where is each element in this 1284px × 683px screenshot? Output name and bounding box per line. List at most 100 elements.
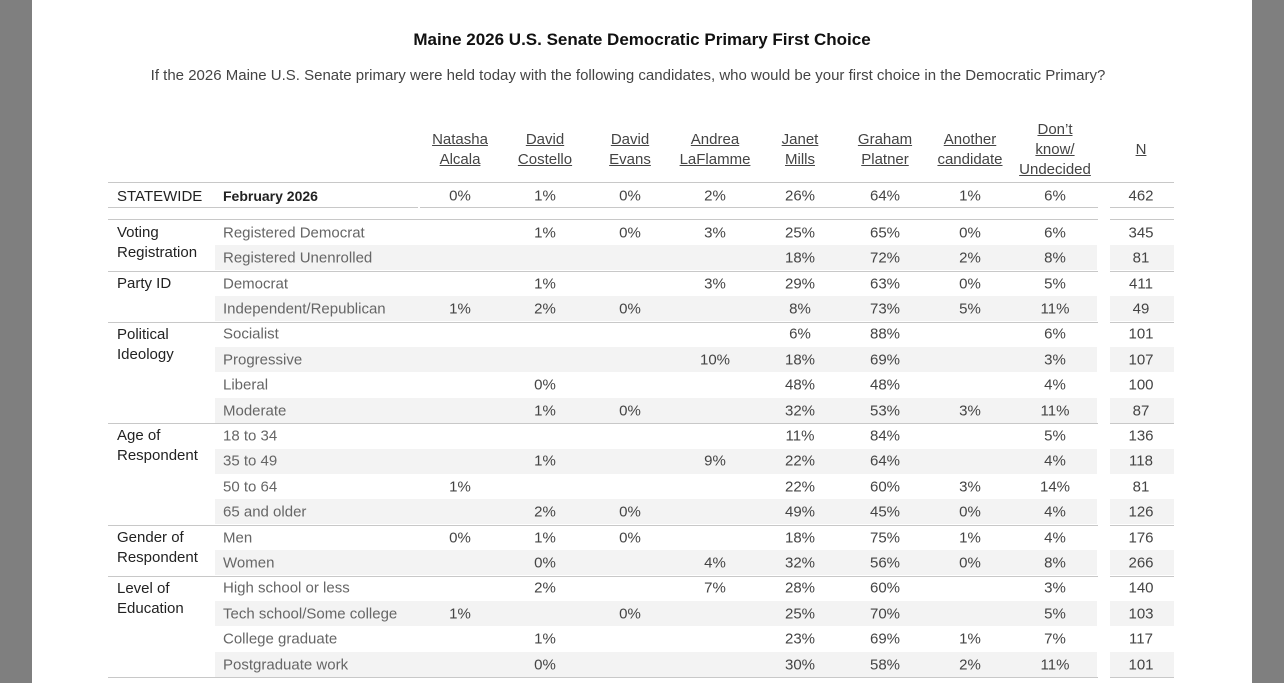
row-shade <box>1110 296 1174 322</box>
cell: 3% <box>704 275 726 292</box>
cell: 1% <box>534 224 556 242</box>
cell: 140 <box>1128 579 1154 597</box>
cell: 53% <box>869 402 901 419</box>
cell: 4% <box>1044 452 1066 470</box>
cell: 1% <box>534 187 556 205</box>
header-line: Alcala <box>439 151 481 168</box>
cell: 6% <box>1044 325 1066 343</box>
column-header: Andrea LaFlamme <box>680 130 751 170</box>
cell: 101 <box>1128 325 1154 343</box>
rule <box>1110 270 1174 272</box>
cell: 3% <box>1044 351 1066 369</box>
cell: 29% <box>784 275 816 292</box>
cell: 0% <box>449 529 471 546</box>
cell: 0% <box>959 554 981 572</box>
header-line: Another <box>943 131 997 148</box>
cell: 6% <box>1044 224 1066 242</box>
cell: 1% <box>534 452 556 470</box>
rule <box>1110 677 1174 679</box>
header-line: David <box>610 131 650 148</box>
cell: 0% <box>534 554 556 572</box>
header-line: David <box>525 131 565 148</box>
row-shade <box>1110 550 1174 576</box>
cell: 84% <box>869 427 901 445</box>
row-label: 35 to 49 <box>223 452 278 470</box>
header-line: Undecided <box>1019 161 1091 178</box>
cell: 2% <box>959 656 981 673</box>
cell: 26% <box>784 187 816 205</box>
cell: 101 <box>1128 656 1154 673</box>
cell: 8% <box>789 300 811 318</box>
row-shade <box>215 550 1097 576</box>
cell: 0% <box>619 224 641 242</box>
header-line: candidate <box>937 151 1003 168</box>
cell: 9% <box>704 452 726 470</box>
rule <box>108 219 1098 220</box>
cell: 48% <box>784 376 816 394</box>
cell: 0% <box>959 275 981 292</box>
header-line: Graham <box>857 131 913 148</box>
row-shade <box>215 245 1097 271</box>
cell: 4% <box>1044 376 1066 394</box>
rule <box>108 575 1098 577</box>
cell: 1% <box>449 478 471 496</box>
cell: 48% <box>869 376 901 394</box>
group-label: Level of Education <box>117 579 184 617</box>
cell: 2% <box>534 579 556 597</box>
cell: 5% <box>1044 427 1066 445</box>
header-line: Platner <box>861 151 909 168</box>
header-line: Andrea <box>690 131 740 148</box>
group-label: Political Ideology <box>117 325 174 363</box>
header-line: N <box>1135 141 1147 158</box>
subtitle: If the 2026 Maine U.S. Senate primary we… <box>150 67 1106 84</box>
rule <box>1110 219 1174 220</box>
cell: 64% <box>869 452 901 470</box>
cell: 6% <box>1044 187 1066 205</box>
cell: 25% <box>784 605 816 623</box>
row-label: Progressive <box>223 351 303 369</box>
cell: 8% <box>1044 249 1066 267</box>
cell: 117 <box>1129 630 1153 648</box>
cell: 126 <box>1128 503 1154 521</box>
column-header: David Costello <box>518 130 572 170</box>
group-label: STATEWIDE <box>117 188 203 205</box>
cell: 266 <box>1128 554 1154 572</box>
cell: 0% <box>619 605 641 623</box>
cell: 73% <box>869 300 901 318</box>
column-header: Don’t know/Undecided <box>1019 120 1091 180</box>
cell: 0% <box>449 187 471 205</box>
cell: 1% <box>534 529 556 546</box>
column-header: Natasha Alcala <box>432 130 488 170</box>
header-line: Costello <box>517 151 573 168</box>
rule <box>108 321 1098 323</box>
cell: 30% <box>784 656 816 673</box>
cell: 2% <box>534 300 556 318</box>
row-shade <box>1110 245 1174 271</box>
row-label: High school or less <box>223 579 350 597</box>
cell: 103 <box>1128 605 1154 623</box>
cell: 60% <box>869 478 901 496</box>
cell: 2% <box>534 503 556 521</box>
row-label: Democrat <box>223 275 289 292</box>
row-shade <box>1110 397 1174 423</box>
rule <box>108 270 1098 272</box>
rule <box>108 677 1098 679</box>
rule <box>1110 524 1174 526</box>
cell: 49 <box>1132 300 1150 318</box>
cell: 176 <box>1128 529 1154 546</box>
cell: 3% <box>959 478 981 496</box>
row-label: 50 to 64 <box>223 478 278 496</box>
row-shade <box>1110 601 1174 626</box>
cell: 69% <box>869 630 901 648</box>
page <box>32 0 1252 683</box>
row-label: Tech school/Some college <box>223 605 398 623</box>
column-header: Janet Mills <box>782 130 819 170</box>
row-shade <box>1110 347 1174 372</box>
column-header: Graham Platner <box>858 130 912 170</box>
group-label: Age of Respondent <box>117 427 198 465</box>
cell: 69% <box>869 351 901 369</box>
rule <box>420 207 1098 208</box>
cell: 65% <box>869 224 901 242</box>
cell: 100 <box>1128 376 1154 394</box>
